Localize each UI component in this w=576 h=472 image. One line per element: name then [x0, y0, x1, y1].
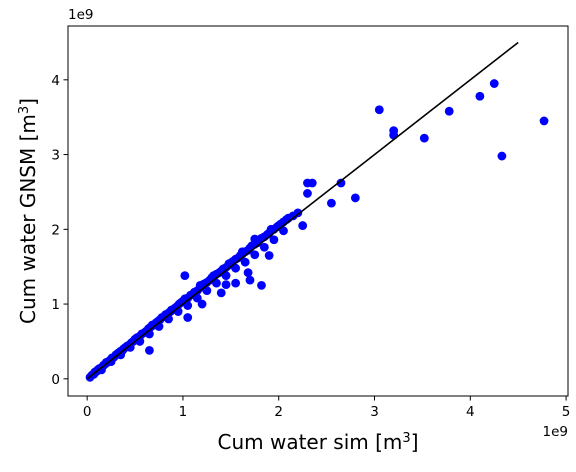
data-point: [444, 106, 454, 116]
data-point: [475, 91, 485, 101]
data-point: [192, 293, 202, 303]
data-point: [195, 280, 205, 290]
data-point: [419, 133, 429, 143]
data-point: [101, 357, 111, 367]
data-point: [336, 178, 346, 188]
y-tick-label: 0: [51, 372, 60, 388]
x-axis-label: Cum water sim [m3]: [217, 430, 418, 454]
data-point: [183, 313, 193, 322]
data-point: [327, 198, 336, 208]
data-point: [216, 288, 226, 298]
data-point: [221, 271, 231, 281]
data-point: [183, 301, 193, 310]
y-axis-label-close: ]: [16, 98, 40, 106]
data-point: [221, 280, 231, 290]
x-offset-text: 1e9: [543, 424, 568, 440]
x-axis-label-exponent: 3: [402, 431, 410, 446]
data-point: [145, 346, 154, 355]
y-tick-label: 1: [51, 297, 60, 313]
data-point: [303, 189, 312, 198]
data-point: [132, 333, 142, 343]
y-axis-label-text: Cum water GNSM [m: [16, 114, 40, 324]
data-point: [97, 365, 106, 375]
y-tick-label: 2: [51, 222, 60, 238]
y-tick-label: 4: [51, 73, 60, 89]
data-point: [237, 247, 247, 257]
data-point: [303, 178, 312, 188]
y-axis-label: Cum water GNSM [m3]: [16, 98, 40, 324]
data-point: [245, 275, 255, 285]
y-axis-label-exponent: 3: [17, 106, 32, 114]
y-offset-text: 1e9: [68, 7, 93, 23]
data-point: [489, 79, 499, 88]
data-point: [212, 278, 221, 288]
data-point: [497, 151, 507, 161]
data-point: [180, 271, 190, 281]
data-point: [298, 221, 308, 230]
data-point: [202, 286, 212, 296]
data-point: [539, 116, 549, 126]
x-tick-label: 3: [370, 404, 379, 420]
data-point: [250, 234, 260, 244]
data-point: [264, 251, 274, 260]
x-tick-label: 0: [83, 404, 92, 420]
x-tick-label: 2: [274, 404, 283, 420]
x-tick-label: 1: [179, 404, 188, 420]
data-point: [243, 268, 253, 278]
x-tick-label: 5: [562, 404, 571, 420]
data-point: [350, 193, 360, 203]
data-point: [250, 250, 260, 260]
reference-line: [86, 41, 519, 380]
data-point: [266, 224, 276, 234]
data-point: [269, 235, 279, 245]
data-point: [231, 263, 241, 273]
x-axis-label-close: ]: [411, 430, 419, 454]
data-point: [374, 105, 384, 115]
data-point: [125, 343, 135, 352]
data-point: [197, 299, 207, 309]
ticks-layer: 0 1 2 3 4 5 0 1 2 3 4: [51, 73, 570, 420]
x-tick-label: 4: [466, 404, 475, 420]
data-point: [257, 280, 266, 290]
y-tick-label: 3: [51, 148, 60, 164]
marks-layer: [85, 41, 549, 382]
x-axis-label-text: Cum water sim [m: [217, 430, 402, 454]
data-point: [259, 242, 269, 252]
data-point: [279, 226, 288, 236]
data-point: [240, 257, 250, 267]
plot-frame: [67, 25, 569, 397]
data-point: [231, 278, 241, 288]
